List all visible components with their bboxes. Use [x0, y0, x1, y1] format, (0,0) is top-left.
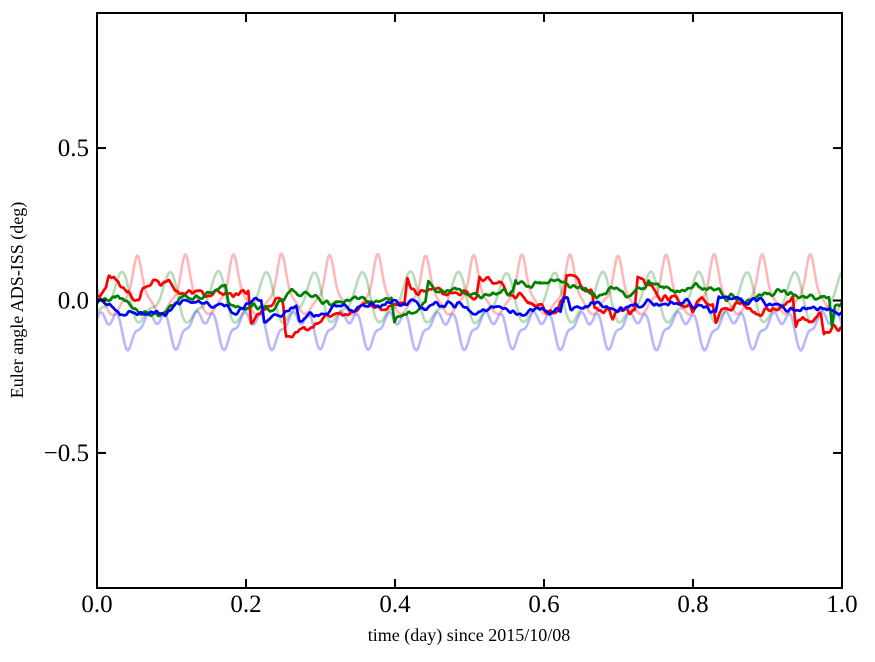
x-axis-label: time (day) since 2015/10/08 — [368, 625, 570, 646]
y-tick-label: 0.5 — [58, 135, 89, 162]
y-axis-label: Euler angle ADS-ISS (deg) — [7, 202, 28, 398]
x-tick-label: 1.0 — [826, 591, 857, 618]
series-euler-raw-blue-faded — [97, 309, 842, 352]
x-tick-label: 0.8 — [677, 591, 708, 618]
y-tick-label: 0.0 — [58, 288, 89, 315]
series-euler-raw-red-faded — [97, 252, 842, 317]
x-tick-label: 0.4 — [379, 591, 411, 618]
plot-background — [97, 13, 842, 588]
y-tick-label: −0.5 — [44, 440, 89, 467]
series-euler-filtered-blue — [97, 295, 842, 324]
x-tick-label: 0.0 — [81, 591, 112, 618]
x-tick-label: 0.2 — [230, 591, 261, 618]
ticks-group — [96, 13, 843, 588]
x-tick-label: 0.6 — [528, 591, 559, 618]
series-group — [97, 252, 842, 352]
tick-labels-group: 0.0 0.2 0.4 0.6 0.8 1.0 −0.5 0.0 0.5 — [44, 135, 858, 618]
series-euler-filtered-green — [97, 278, 842, 328]
